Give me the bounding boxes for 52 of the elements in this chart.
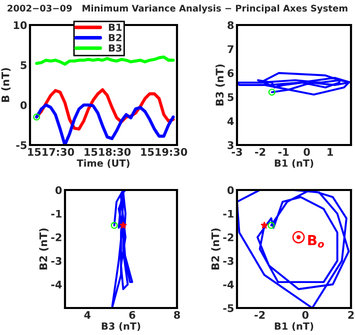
x-tick-label: 0: [302, 310, 309, 319]
x-tick-label: 0: [304, 148, 310, 156]
line-series: [35, 103, 175, 145]
y-tick-label: -3: [51, 257, 62, 265]
x-tick-label: 2: [348, 310, 354, 319]
y-tick-label: -5: [16, 141, 26, 150]
x-axis-title: B1 (nT): [274, 322, 314, 331]
y-tick-label: 3: [228, 141, 234, 150]
x-axis-title: Time (UT): [76, 159, 130, 168]
y-axis-title: B2 (nT): [39, 228, 48, 270]
y-tick-label: 7: [228, 45, 234, 53]
x-tick-label: 4: [84, 311, 91, 319]
y-tick-label: 0: [20, 101, 27, 110]
x-axis-title: B3 (nT): [102, 322, 140, 331]
x-tick-label: 6: [129, 310, 136, 319]
legend-label: B3: [108, 44, 122, 52]
x-tick-label: -2: [254, 310, 265, 319]
line-series: [237, 190, 350, 308]
y-tick-label: 5: [228, 93, 234, 102]
x-tick-label: 1: [328, 148, 333, 156]
y-tick-label: -3: [223, 257, 234, 265]
y-tick-label: -2: [51, 233, 62, 242]
y-tick-label: 4: [227, 117, 234, 125]
y-tick-label: 6: [228, 69, 234, 78]
y-tick-label: 5: [20, 61, 26, 70]
y-tick-label: -4: [223, 280, 234, 288]
y-tick-label: 10: [14, 21, 27, 30]
legend-label: B2: [108, 34, 122, 42]
y-axis-title: B2 (nT): [211, 228, 220, 270]
x-axis-title: B1 (nT): [274, 159, 314, 168]
annotation: B$_{o}$: [308, 235, 324, 248]
chart-title: 2002−03−09 Minimum Variance Analysis − Principal Axes System: [8, 4, 348, 14]
line-series: [35, 55, 175, 66]
x-tick-label: 1519:30: [141, 148, 188, 156]
x-tick-label: -2: [255, 148, 266, 156]
y-tick-label: -1: [223, 210, 234, 218]
y-tick-label: -5: [223, 304, 234, 312]
line-series: [111, 190, 134, 308]
y-axis-title: B3 (nT): [216, 64, 225, 106]
y-axis-title: B (nT): [1, 68, 11, 102]
legend-label: B1: [108, 24, 122, 31]
y-tick-label: -4: [51, 280, 62, 288]
y-tick-label: 0: [55, 186, 62, 194]
x-tick-label: 8: [174, 310, 180, 319]
y-tick-label: 8: [228, 21, 234, 30]
x-tick-label: 1517:30: [28, 148, 74, 156]
x-tick-label: -1: [278, 148, 289, 156]
y-tick-label: -1: [51, 210, 62, 218]
y-tick-label: -2: [223, 233, 234, 242]
x-tick-label: 1518:30: [84, 148, 131, 156]
line-series: [237, 72, 351, 96]
y-tick-label: 0: [227, 186, 234, 194]
